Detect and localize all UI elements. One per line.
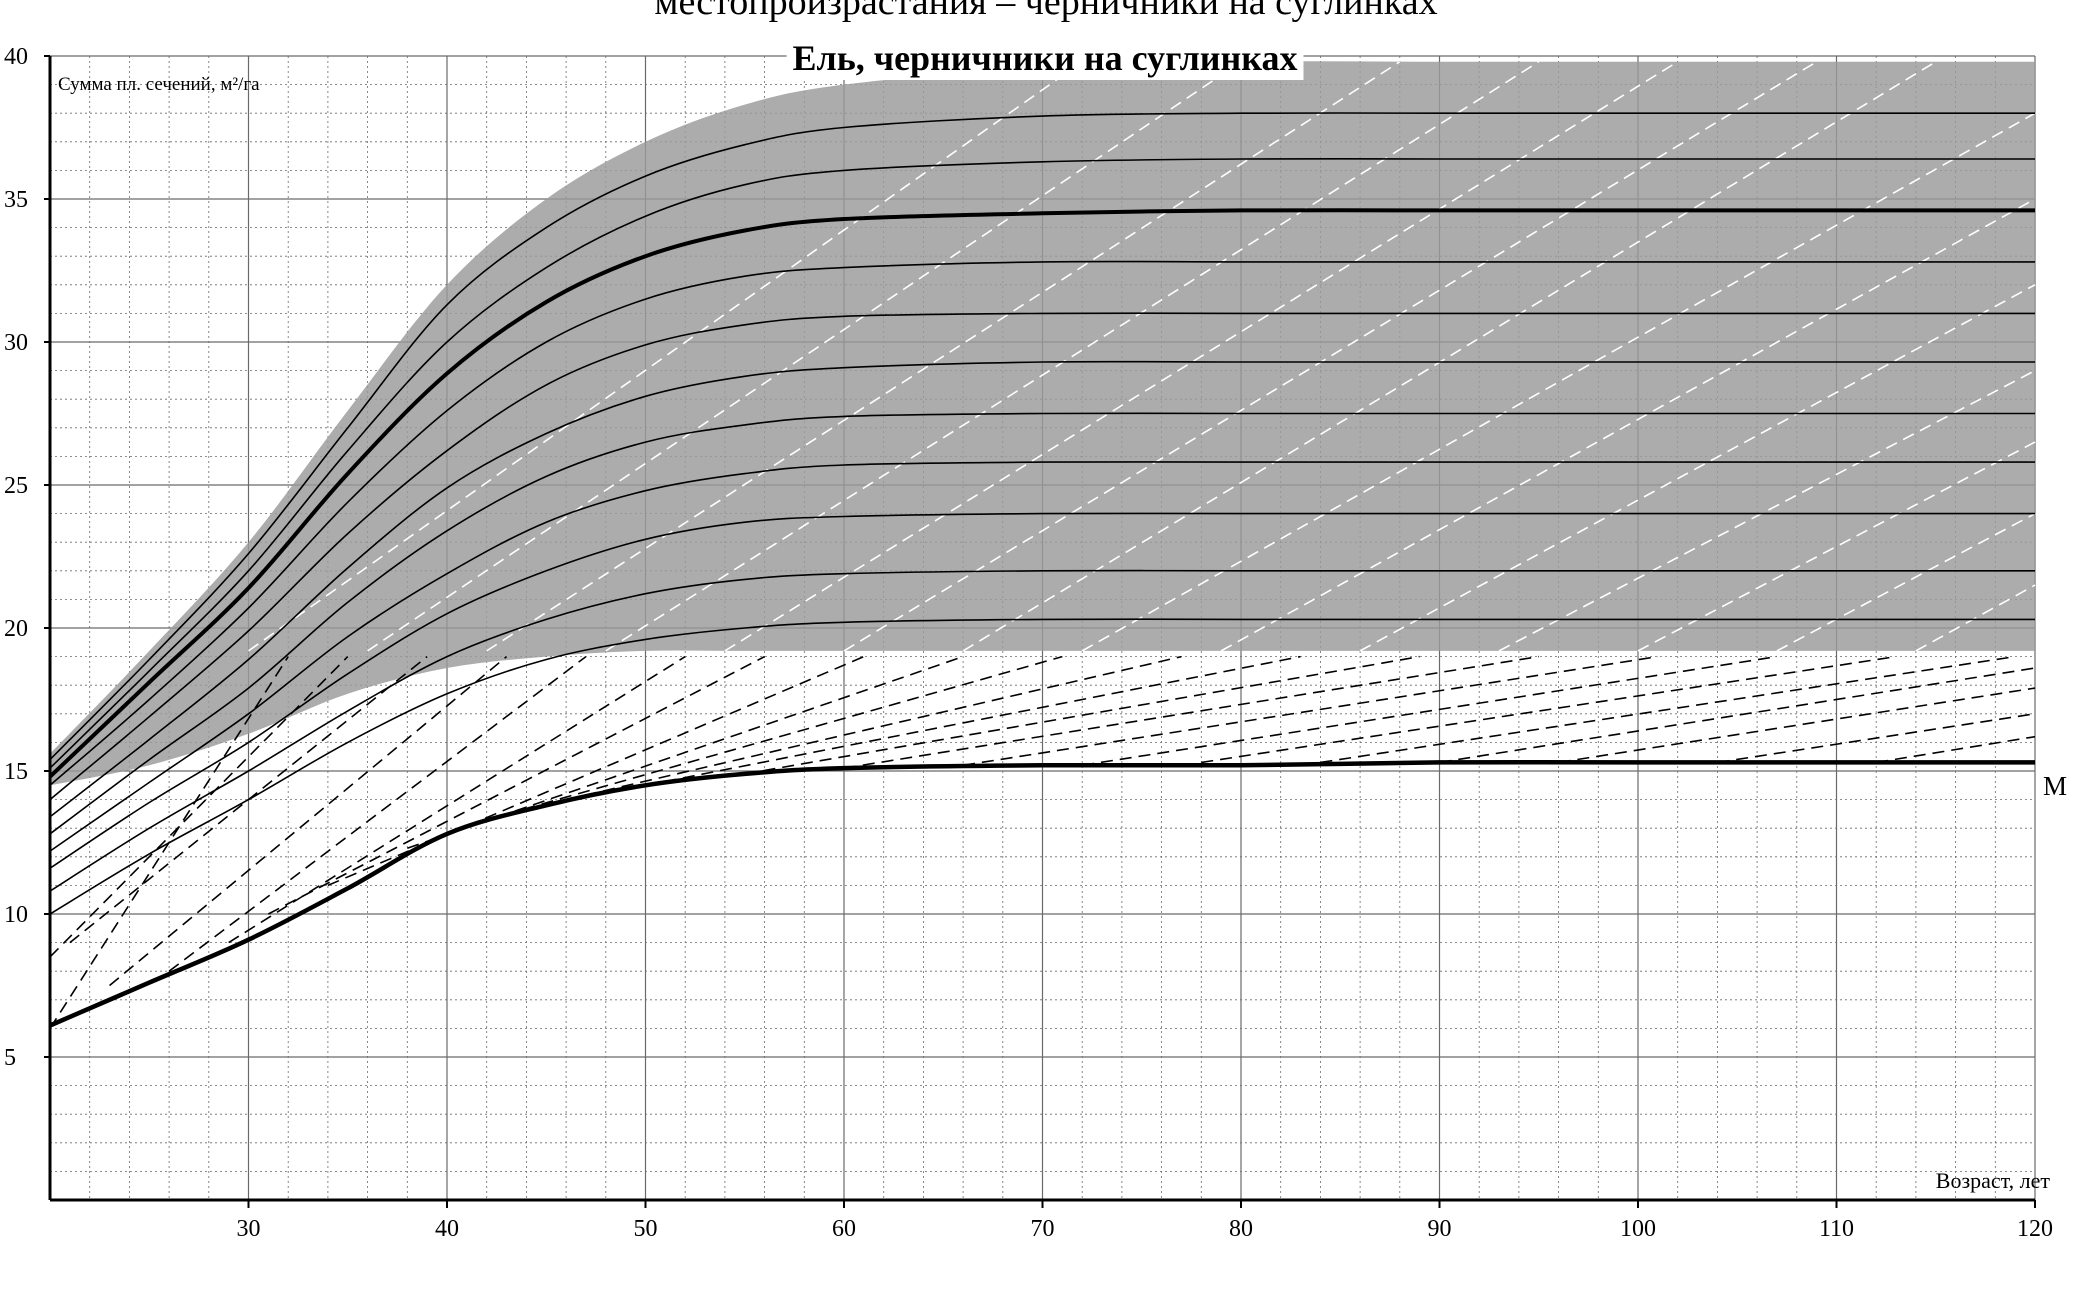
dashed-line	[1915, 584, 2036, 652]
y-tick-label: 20	[4, 616, 28, 642]
dashed-line	[1082, 655, 1778, 767]
tick-labels: 30 40 50 60 70 80 90 100 110 120 5 10 15 20 25 30 35 40	[4, 44, 2053, 1242]
y-tick-label: 40	[4, 44, 28, 70]
dashed-line	[843, 655, 1539, 769]
series-lines	[48, 112, 2035, 1028]
series-line	[49, 157, 2035, 769]
dashed-line	[486, 655, 1063, 821]
page-caption: местопроизрастания – черничники на сугли…	[654, 0, 1438, 23]
y-tick-label: 5	[4, 1045, 16, 1071]
x-tick-label: 100	[1620, 1216, 1656, 1242]
dashed-line	[724, 61, 1679, 652]
min-line	[49, 759, 2035, 1028]
series-line	[49, 112, 2035, 761]
x-tick-label: 70	[1031, 1216, 1055, 1242]
series-line	[48, 208, 2035, 779]
dashed-line	[1558, 687, 2036, 764]
dashed-line	[1439, 667, 2036, 764]
dashed-line	[49, 656, 349, 958]
x-tick-label: 120	[2017, 1216, 2053, 1242]
dashed-line	[962, 655, 1658, 767]
dashed-line	[486, 61, 1401, 652]
y-tick-label: 15	[4, 759, 28, 785]
dashed-line	[168, 655, 587, 972]
dashed-line	[1776, 512, 2036, 652]
chart-title-backdrop	[786, 36, 1304, 80]
dashed-line	[565, 655, 1182, 801]
dashed-line	[1081, 112, 2036, 652]
series-line	[49, 618, 2035, 915]
series-line	[49, 260, 2035, 786]
x-tick-label: 40	[435, 1216, 459, 1242]
chart-title: Ель, черничники на суглинках	[793, 38, 1298, 78]
series-line	[49, 461, 2035, 852]
series-line	[49, 512, 2035, 869]
dashed-line	[109, 655, 508, 987]
dashed-lines	[49, 61, 2036, 1029]
y-tick-label: 35	[4, 187, 28, 213]
dashed-line	[744, 655, 1420, 775]
series-line	[49, 360, 2035, 818]
dashed-line	[1717, 713, 2036, 764]
series-line	[49, 412, 2035, 835]
x-tick-label: 80	[1229, 1216, 1253, 1242]
dashed-line	[267, 655, 765, 915]
dashed-line	[645, 655, 1301, 787]
x-tick-label: 110	[1819, 1216, 1854, 1242]
x-tick-label: 30	[237, 1216, 261, 1242]
dashed-line	[1359, 284, 2036, 652]
y-tick-label: 25	[4, 473, 28, 499]
y-tick-label: 30	[4, 330, 28, 356]
dashed-line	[1498, 369, 2036, 652]
dashed-line	[605, 61, 1540, 652]
min-line-label: М	[2043, 771, 2067, 801]
dashed-line	[1320, 655, 2016, 764]
dashed-line	[1876, 735, 2036, 764]
density-band-area	[50, 61, 2035, 786]
x-tick-label: 50	[634, 1216, 658, 1242]
dashed-line	[228, 655, 686, 944]
density-band	[50, 61, 2035, 786]
x-tick-label: 60	[832, 1216, 856, 1242]
series-line	[49, 312, 2035, 801]
y-axis-label: Сумма пл. сечений, м²/га	[58, 74, 260, 95]
x-tick-label: 90	[1428, 1216, 1452, 1242]
x-axis-label: Возраст, лет	[1936, 1168, 2051, 1193]
series-line	[49, 569, 2035, 892]
y-tick-label: 10	[4, 902, 28, 928]
dashed-line	[1201, 655, 1897, 764]
dashed-line	[1220, 198, 2036, 652]
